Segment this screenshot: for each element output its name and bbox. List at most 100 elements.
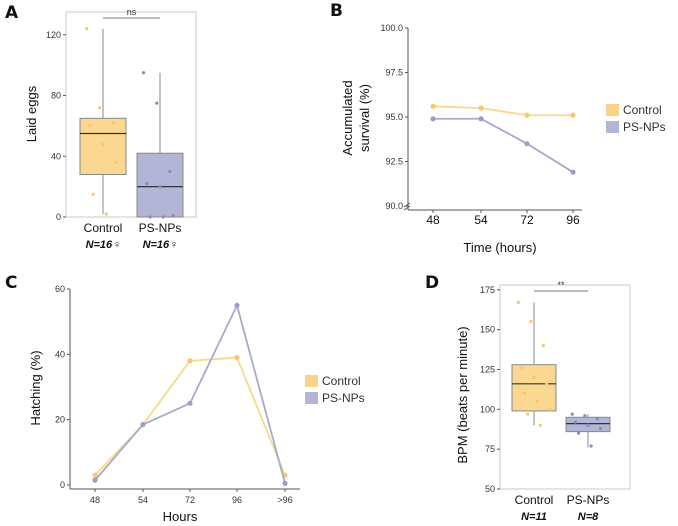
series-point <box>234 355 240 361</box>
data-point <box>544 382 549 386</box>
data-point <box>88 124 92 128</box>
category-label: Control <box>84 221 123 235</box>
ytick-label: 125 <box>480 364 495 374</box>
ytick-label: 100.0 <box>380 23 403 33</box>
panel-d-bpm: BPM (beats per minute) 50 75 100 125 150 175 C… <box>455 280 631 523</box>
ytick-label: 80 <box>51 91 61 101</box>
series-point <box>92 472 98 478</box>
xtick-label: 72 <box>185 495 195 505</box>
axis-break <box>403 202 411 208</box>
panel-letter-a: A <box>5 3 19 23</box>
n-label: N=11 <box>521 511 547 523</box>
xtick-label: >96 <box>277 495 292 505</box>
data-point <box>522 391 527 395</box>
category-label: PS-NPs <box>139 221 182 235</box>
legend-b-psnps-swatch <box>606 121 619 133</box>
series-point <box>524 112 530 118</box>
ytick-label: 120 <box>46 30 61 40</box>
ytick-label: 97.5 <box>385 68 403 78</box>
panel-letter-c: C <box>5 273 17 293</box>
data-point <box>145 181 149 186</box>
legend-c-psnps-label: PS-NPs <box>322 391 365 405</box>
xtick-label: 54 <box>138 495 148 505</box>
panel-letter-b: B <box>330 1 343 21</box>
ytick-label: 75 <box>485 444 495 454</box>
data-point <box>171 213 175 218</box>
ytick-label: 150 <box>480 325 495 335</box>
data-point <box>541 343 546 348</box>
series-line-ps-nps <box>94 302 286 484</box>
data-point <box>586 423 590 427</box>
n-label: N=8 <box>578 511 599 523</box>
data-point <box>573 420 578 424</box>
legend-c-psnps-swatch <box>305 392 318 404</box>
data-point <box>84 27 89 31</box>
data-point <box>576 431 581 435</box>
legend-b-control-label: Control <box>623 103 662 117</box>
ytick-label: 50 <box>485 484 495 494</box>
data-point <box>141 71 146 75</box>
ytick-label: 0 <box>56 212 61 222</box>
panel-b-survival: Accumulated survival (%) Time (hours) 90… <box>340 23 666 255</box>
ytick-label: 60 <box>55 284 65 294</box>
ytick-label: 90.0 <box>385 201 403 211</box>
xtick-label: 72 <box>520 213 534 227</box>
panel-c-xlabel: Hours <box>163 509 198 524</box>
xtick-label: 96 <box>566 213 580 227</box>
series-point <box>234 302 240 308</box>
data-point <box>114 160 118 164</box>
data-point <box>155 101 159 105</box>
ytick-label: 92.5 <box>385 157 403 167</box>
ytick-label: 175 <box>480 285 495 295</box>
panel-b-ylabel-line-1: Accumulated <box>340 80 355 155</box>
panel-c-hatching: Hatching (%) Hours 0 20 40 60 48 54 72 96 >96 Co… <box>28 284 365 524</box>
axis-break <box>403 205 411 211</box>
series-point <box>187 358 193 364</box>
data-point <box>548 407 552 411</box>
data-point <box>101 142 105 146</box>
xtick-label: 48 <box>426 213 440 227</box>
xtick-label: 54 <box>474 213 488 227</box>
panel-b-xlabel: Time (hours) <box>463 240 536 255</box>
series-line-ps-nps <box>433 117 574 173</box>
panel-d-ylabel: BPM (beats per minute) <box>455 326 470 463</box>
legend-c-control-swatch <box>305 375 318 387</box>
data-point <box>519 366 524 370</box>
box-control <box>79 117 127 175</box>
series-point <box>524 141 530 147</box>
panel-a-plot-area <box>65 11 197 218</box>
data-point <box>168 169 172 174</box>
ytick-label: 20 <box>55 415 65 425</box>
data-point <box>529 320 533 324</box>
series-point <box>570 112 576 118</box>
panel-a-ylabel: Laid eggs <box>24 85 39 142</box>
ytick-label: 100 <box>480 404 495 414</box>
panel-c-ylabel: Hatching (%) <box>28 350 43 425</box>
data-point <box>598 426 603 431</box>
data-point <box>532 375 536 380</box>
series-point <box>478 105 484 111</box>
legend-b-psnps-label: PS-NPs <box>623 120 666 134</box>
series-point <box>430 116 436 122</box>
data-point <box>538 423 542 427</box>
xtick-label: 48 <box>90 495 100 505</box>
data-point <box>98 106 102 110</box>
ytick-label: 0 <box>60 480 65 490</box>
xtick-label: 96 <box>232 495 242 505</box>
series-point <box>282 480 288 486</box>
series-point <box>430 103 436 109</box>
legend-b-control-swatch <box>606 104 619 116</box>
category-label: Control <box>515 493 554 507</box>
data-point <box>589 444 593 448</box>
data-point <box>111 121 115 125</box>
series-point <box>478 116 484 122</box>
significance-label: ** <box>557 280 565 290</box>
data-point <box>158 185 162 189</box>
data-point <box>583 414 587 418</box>
series-point <box>570 169 576 175</box>
data-point <box>595 417 600 421</box>
panel-d-plot-area <box>499 284 631 490</box>
panel-a-laid-eggs: Laid eggs 0 40 80 120 Control N=16♀ PS-NPs N=16… <box>24 7 197 251</box>
data-point <box>161 215 165 219</box>
